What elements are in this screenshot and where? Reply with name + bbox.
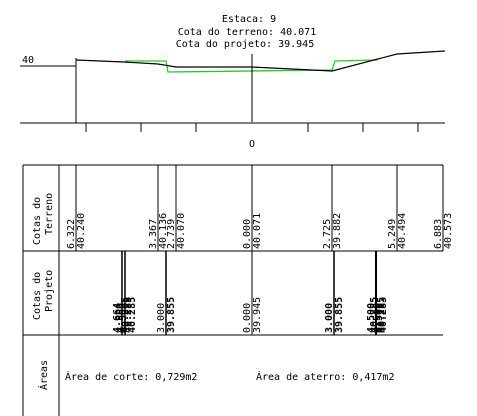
- area-aterro: Área de aterro: 0,417m2: [256, 370, 394, 383]
- projeto-offset-1: 4.664: [112, 303, 123, 333]
- projeto-offset-9: 4.500: [374, 303, 385, 333]
- terreno-label-line2: Terreno: [44, 193, 55, 235]
- terreno-offset-3: 2.739: [166, 219, 177, 249]
- terreno-elev-2: 40.136: [158, 213, 169, 249]
- projeto-elev-2: 40.285: [123, 297, 134, 333]
- projeto-elev-3: 40.285: [127, 297, 138, 333]
- projeto-elev-1: 40.285: [120, 297, 131, 333]
- projeto-offset-4: 3.000: [156, 303, 167, 333]
- projeto-elev-4: 39.855: [166, 297, 177, 333]
- projeto-offset-6: 3.000: [324, 303, 335, 333]
- area-corte: Área de corte: 0,729m2: [65, 370, 197, 383]
- terreno-label-line1: Cotas do: [32, 197, 43, 245]
- estaca-label: Estaca: 9: [222, 14, 276, 25]
- terreno-values: 6.322 40.240 3.367 40.136 2.739 40.070 0…: [66, 213, 454, 249]
- terreno-offset-5: 2.725: [322, 219, 333, 249]
- projeto-values: 4.664 40.285 4.500 40.285 4.500 40.285 3…: [112, 297, 389, 333]
- cota-projeto-label: Cota do projeto: 39.945: [176, 39, 314, 50]
- baseline-ticks: [85, 123, 419, 132]
- projeto-offset-7: 4.500: [366, 303, 377, 333]
- terrain-line: [75, 50, 446, 72]
- projeto-column-lines: [121, 251, 377, 335]
- cota-terreno-label: Cota do terreno: 40.071: [178, 27, 316, 38]
- projeto-label-line2: Projeto: [44, 270, 55, 312]
- projeto-elev-9: 40.283: [378, 297, 389, 333]
- projeto-offset-2: 4.500: [115, 303, 126, 333]
- axis-origin-label: O: [249, 139, 255, 150]
- projeto-label-line1: Cotas do: [32, 272, 43, 320]
- terreno-elev-4: 40.071: [252, 213, 263, 249]
- terreno-elev-7: 40.573: [443, 213, 454, 249]
- terreno-offset-2: 3.367: [148, 219, 159, 249]
- terreno-elev-3: 40.070: [176, 213, 187, 249]
- project-line: [125, 59, 379, 73]
- projeto-offset-3: 4.500: [118, 303, 129, 333]
- terreno-offset-4: 0.000: [242, 219, 253, 249]
- terreno-offset-1: 6.322: [66, 219, 77, 249]
- terreno-offset-6: 5.249: [387, 219, 398, 249]
- projeto-elev-5: 39.945: [252, 297, 263, 333]
- projeto-offset-8: 4.500: [372, 303, 383, 333]
- projeto-elev-8: 40.285: [376, 297, 387, 333]
- terreno-offset-7: 6.883: [433, 219, 444, 249]
- areas-label: Áreas: [37, 360, 50, 390]
- projeto-elev-6: 39.855: [334, 297, 345, 333]
- terreno-elev-5: 39.882: [332, 213, 343, 249]
- terreno-elev-1: 40.240: [76, 213, 87, 249]
- elevation-label: 40: [22, 55, 34, 66]
- projeto-elev-7: 40.285: [369, 297, 380, 333]
- terreno-elev-6: 40.494: [397, 213, 408, 249]
- terreno-column-lines: [75, 165, 444, 251]
- projeto-offset-5: 0.000: [242, 303, 253, 333]
